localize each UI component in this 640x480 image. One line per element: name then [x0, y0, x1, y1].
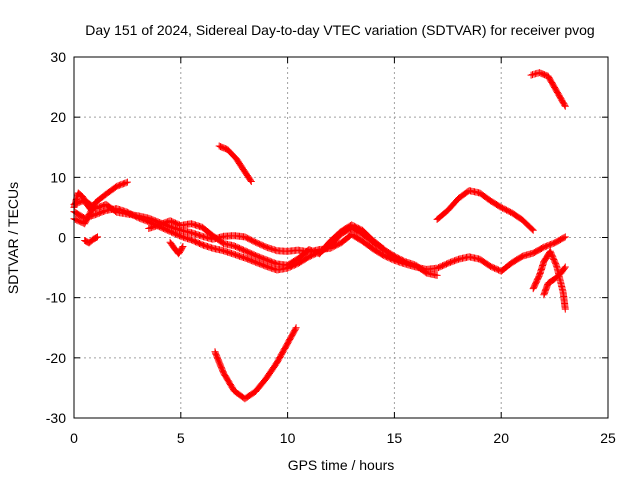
- series-track-10: [433, 187, 537, 234]
- x-tick-label: 20: [493, 430, 509, 446]
- data-point-markers: [70, 196, 569, 275]
- x-tick-label: 25: [600, 430, 616, 446]
- series-track-9: [211, 324, 300, 403]
- series-track-8: [215, 142, 255, 185]
- axis-ticks: 0 5 10 15 20 25 -30 -20 -10 0 10 20 30: [46, 49, 616, 446]
- series-track-13: [540, 263, 569, 299]
- y-tick-label: -10: [46, 290, 66, 306]
- x-axis-label: GPS time / hours: [288, 457, 395, 473]
- chart-title: Day 151 of 2024, Sidereal Day-to-day VTE…: [85, 22, 594, 38]
- data-point-markers: [166, 238, 187, 258]
- x-tick-label: 0: [70, 430, 78, 446]
- y-tick-label: -30: [46, 410, 66, 426]
- y-axis-label: SDTVAR / TECUs: [5, 182, 21, 294]
- x-tick-label: 15: [387, 430, 403, 446]
- y-tick-label: -20: [46, 350, 66, 366]
- x-tick-label: 10: [280, 430, 296, 446]
- y-tick-label: 10: [50, 169, 66, 185]
- y-tick-label: 30: [50, 49, 66, 65]
- x-tick-label: 5: [177, 430, 185, 446]
- data-point-markers: [433, 187, 537, 234]
- data-point-markers: [81, 233, 101, 247]
- series-track-7: [166, 238, 187, 258]
- series-track-11: [527, 69, 569, 110]
- data-point-markers: [145, 217, 388, 269]
- series-track-6: [145, 217, 388, 269]
- data-series: [70, 69, 569, 403]
- y-tick-label: 20: [50, 109, 66, 125]
- y-tick-label: 0: [58, 230, 66, 246]
- series-track-1: [70, 196, 569, 275]
- data-point-markers: [215, 142, 255, 185]
- data-point-markers: [527, 69, 569, 110]
- series-track-5: [81, 233, 101, 247]
- data-point-markers: [540, 263, 569, 299]
- data-point-markers: [211, 324, 300, 403]
